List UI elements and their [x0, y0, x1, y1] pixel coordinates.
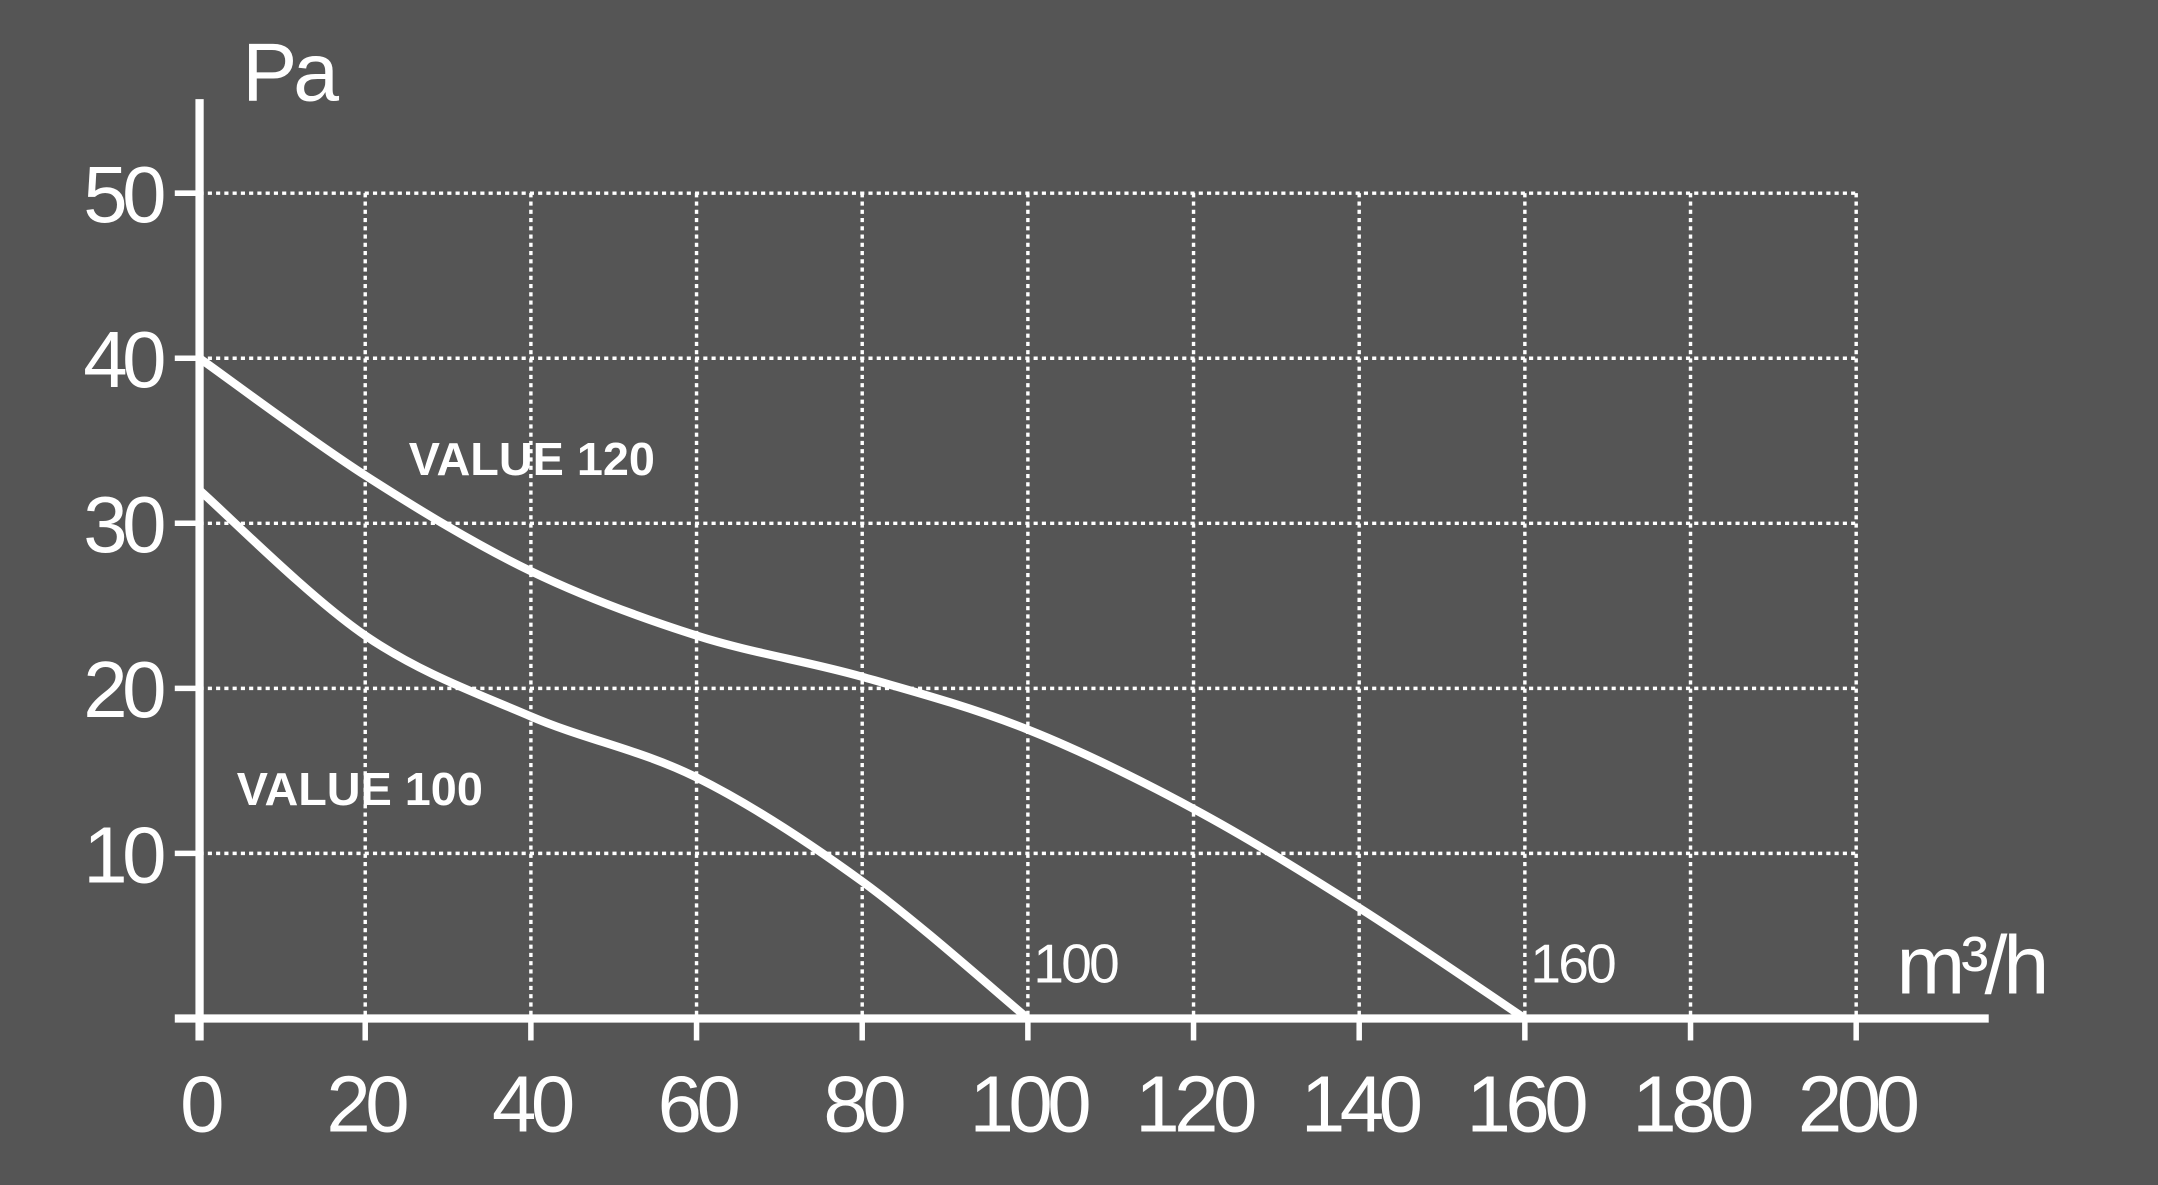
- y-tick-label: 10: [83, 810, 164, 899]
- y-tick-label: 50: [83, 150, 164, 239]
- x-axis-title: m³/h: [1897, 920, 2046, 1012]
- x-tick-label: 20: [326, 1059, 407, 1148]
- x-tick-label: 200: [1798, 1059, 1918, 1148]
- x-tick-label: 100: [970, 1059, 1090, 1148]
- series-label: VALUE 100: [237, 763, 483, 815]
- annotation: 100: [1033, 933, 1118, 995]
- x-tick-label: 40: [492, 1059, 573, 1148]
- y-tick-label: 40: [83, 315, 164, 404]
- y-tick-label: 20: [83, 645, 164, 734]
- series-line: [196, 487, 1031, 1022]
- x-tick-label: 140: [1301, 1059, 1421, 1148]
- y-axis-title: Pa: [242, 26, 339, 118]
- x-tick-label: 60: [658, 1059, 739, 1148]
- y-tick-label: 30: [83, 480, 164, 569]
- x-tick-label: 120: [1135, 1059, 1255, 1148]
- x-tick-label: 0: [180, 1059, 222, 1148]
- annotation: 160: [1530, 933, 1615, 995]
- series-line: [197, 354, 1528, 1022]
- series-label: VALUE 120: [409, 433, 655, 485]
- x-tick-label: 80: [823, 1059, 904, 1148]
- x-tick-label: 180: [1632, 1059, 1752, 1148]
- x-tick-label: 160: [1467, 1059, 1587, 1148]
